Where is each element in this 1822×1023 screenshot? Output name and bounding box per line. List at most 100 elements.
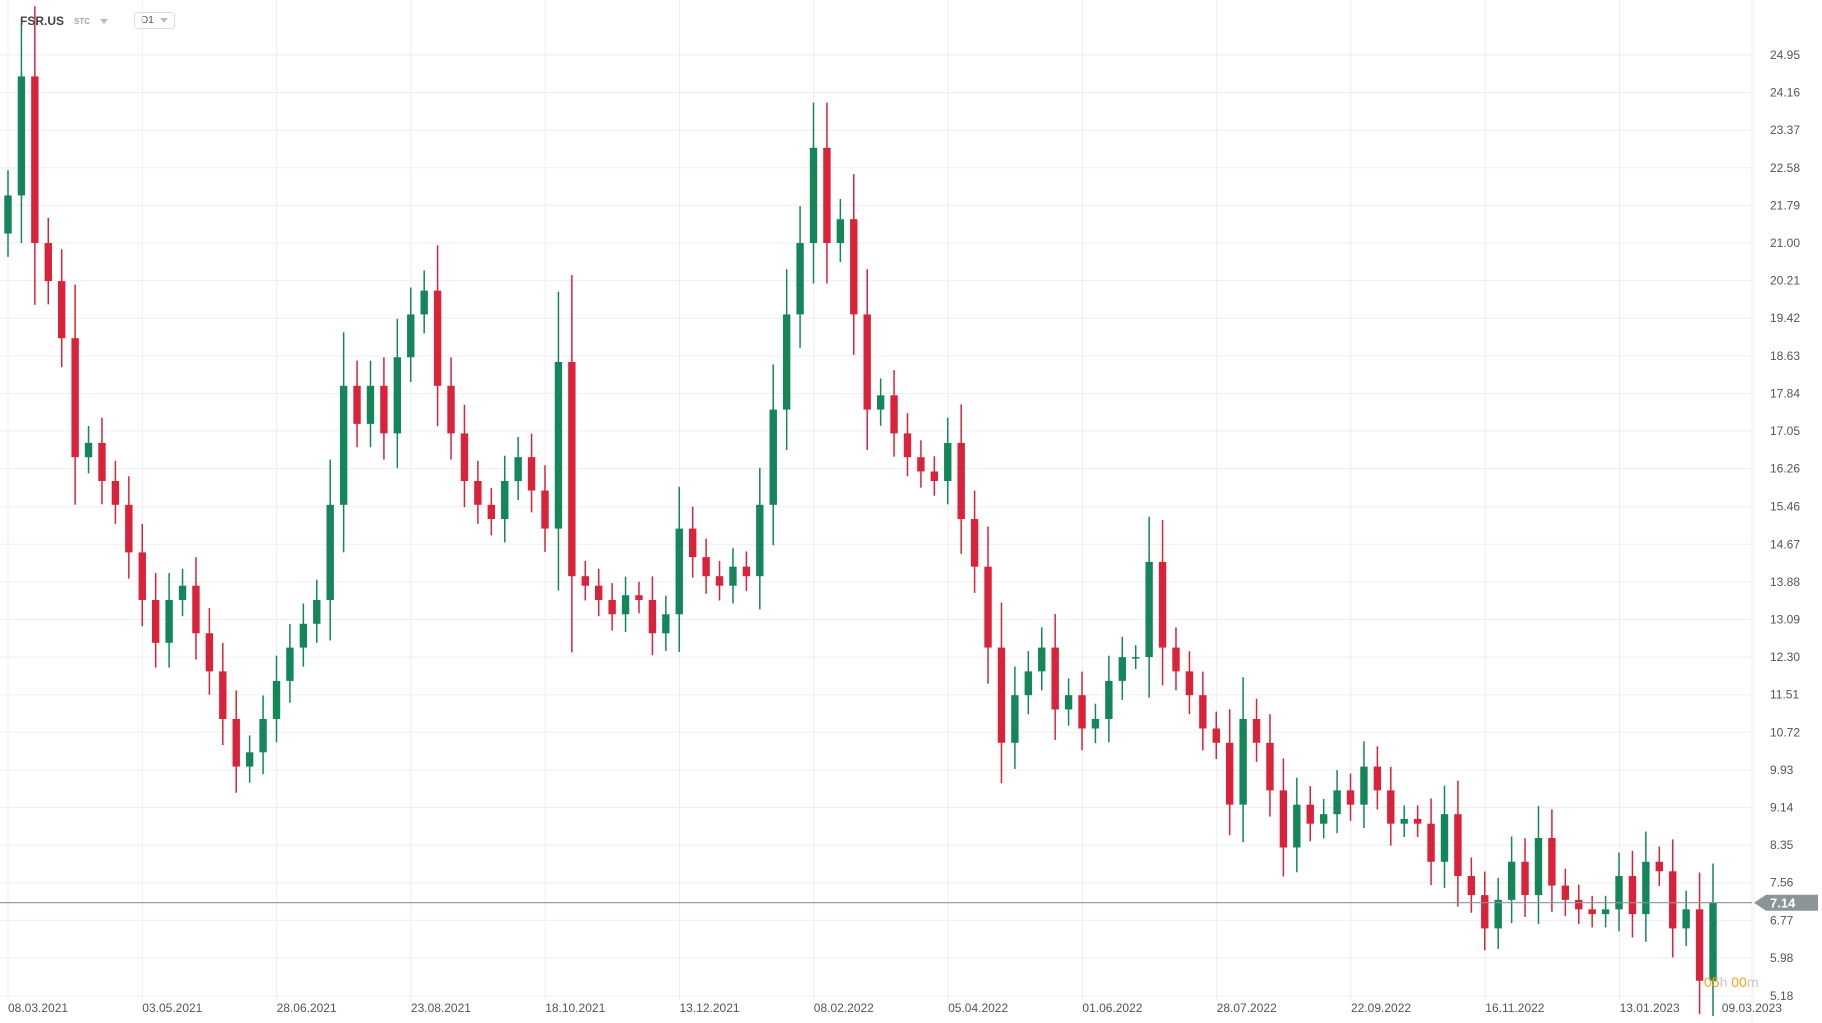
x-tick-label: 28.07.2022 [1217, 1001, 1277, 1015]
candle-up [675, 528, 683, 615]
exchange-label: STC [74, 16, 91, 26]
candle-down [930, 471, 939, 481]
timeframe-value: D1 [141, 15, 154, 26]
candle-down [970, 519, 979, 567]
y-tick-label: 21.79 [1770, 198, 1800, 212]
candle-up [84, 442, 93, 458]
symbol-label[interactable]: FSR.US [20, 14, 65, 28]
candle-down [1172, 647, 1180, 672]
x-tick-label: 09.03.2023 [1722, 1001, 1782, 1015]
y-tick-label: 17.84 [1770, 386, 1800, 400]
candle-up [1024, 671, 1033, 696]
candle-up [1682, 909, 1690, 929]
candle-down [71, 338, 79, 458]
y-tick-label: 13.09 [1770, 613, 1800, 627]
timeframe-select[interactable]: D1 [134, 12, 175, 29]
candle-down [1413, 818, 1422, 824]
candle-up [836, 219, 845, 244]
candle-up [326, 504, 334, 600]
candle-down [1199, 695, 1207, 729]
x-tick-label: 16.11.2022 [1485, 1001, 1544, 1015]
candle-down [1266, 742, 1274, 791]
candle-down [595, 585, 603, 600]
candle-up [621, 595, 630, 615]
candle-down [1226, 742, 1234, 805]
candle-up [4, 195, 12, 234]
x-tick-label: 08.02.2022 [814, 1001, 874, 1015]
y-tick-label: 5.18 [1770, 989, 1794, 1003]
candle-down [997, 647, 1006, 743]
candle-down [850, 219, 858, 315]
candle-down [205, 633, 214, 672]
candle-up [286, 647, 294, 681]
y-tick-label: 19.42 [1770, 311, 1800, 325]
y-tick-label: 16.26 [1770, 462, 1800, 476]
candle-up [1118, 657, 1126, 681]
x-tick-label: 28.06.2021 [277, 1001, 337, 1015]
candle-up [313, 599, 321, 624]
candle-down [527, 457, 536, 491]
candle-down [31, 76, 39, 244]
candle-down [1575, 899, 1583, 910]
exchange-dropdown-icon[interactable] [100, 18, 109, 24]
candle-down [1695, 909, 1704, 981]
candle-up [1440, 814, 1449, 862]
x-tick-label: 08.03.2021 [8, 1001, 68, 1015]
candle-up [1319, 814, 1328, 824]
candle-up [1400, 818, 1408, 824]
candle-down [380, 385, 388, 434]
x-tick-label: 13.12.2021 [680, 1001, 740, 1015]
candle-down [151, 599, 160, 643]
candle-down [98, 442, 106, 481]
candle-down [1521, 861, 1529, 896]
y-tick-label: 15.46 [1770, 500, 1800, 514]
candle-countdown: 05h 00m [1704, 974, 1759, 990]
candle-up [1601, 909, 1610, 915]
candle-up [514, 457, 522, 481]
y-tick-label: 12.30 [1770, 650, 1800, 664]
candle-up [1105, 680, 1113, 719]
y-tick-label: 9.93 [1770, 763, 1794, 777]
candle-down [232, 718, 240, 767]
candle-down [1051, 647, 1059, 710]
candle-up [944, 442, 952, 481]
candle-down [581, 576, 589, 586]
current-price-tag [1754, 894, 1818, 911]
candle-down [568, 362, 576, 577]
candle-down [1279, 790, 1288, 848]
chart-header: FSR.US STC [20, 14, 109, 28]
candle-up [1011, 695, 1019, 743]
candle-up [17, 76, 26, 196]
candle-down [823, 147, 831, 244]
candle-down [1561, 885, 1570, 900]
candle-down [433, 290, 442, 386]
candle-down [219, 671, 227, 719]
candle-down [44, 243, 52, 282]
x-tick-label: 03.05.2021 [142, 1001, 202, 1015]
y-tick-label: 23.37 [1770, 123, 1800, 137]
y-tick-label: 24.16 [1770, 86, 1800, 100]
candle-down [742, 566, 751, 577]
candle-up [1534, 837, 1543, 896]
candle-down [58, 281, 66, 339]
candle-down [460, 433, 469, 481]
y-tick-label: 10.72 [1770, 725, 1800, 739]
candle-up [782, 314, 791, 410]
y-tick-label: 18.63 [1770, 349, 1800, 363]
candle-up [1293, 804, 1301, 848]
candle-down [917, 457, 925, 472]
candle-up [1145, 561, 1153, 658]
candle-up [1064, 695, 1073, 710]
candle-down [1252, 718, 1261, 743]
countdown-hours: 05 [1704, 974, 1720, 990]
candle-down [111, 480, 120, 505]
candle-up [407, 314, 415, 358]
y-tick-label: 8.35 [1770, 838, 1794, 852]
candle-up [1507, 861, 1516, 900]
candle-up [1494, 899, 1502, 929]
candle-down [1548, 837, 1556, 886]
candle-down [715, 576, 724, 586]
candle-down [608, 599, 616, 615]
candle-up [245, 752, 254, 767]
